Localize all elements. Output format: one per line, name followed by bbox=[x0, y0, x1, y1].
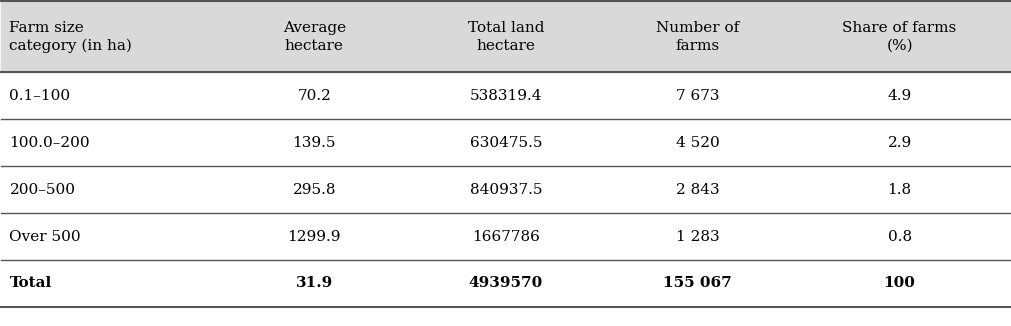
Text: Total land
hectare: Total land hectare bbox=[467, 21, 544, 52]
Text: Total: Total bbox=[9, 276, 52, 290]
Text: Average
hectare: Average hectare bbox=[282, 21, 346, 52]
Text: 4.9: 4.9 bbox=[887, 89, 911, 103]
Text: 295.8: 295.8 bbox=[292, 183, 336, 197]
Text: 1 283: 1 283 bbox=[675, 230, 719, 244]
Text: 1667786: 1667786 bbox=[471, 230, 540, 244]
Text: Number of
farms: Number of farms bbox=[655, 21, 739, 52]
Text: 538319.4: 538319.4 bbox=[469, 89, 542, 103]
Text: 4 520: 4 520 bbox=[675, 136, 719, 150]
Text: 840937.5: 840937.5 bbox=[469, 183, 542, 197]
Text: 4939570: 4939570 bbox=[468, 276, 543, 290]
Text: 0.1–100: 0.1–100 bbox=[9, 89, 71, 103]
Text: 1.8: 1.8 bbox=[887, 183, 911, 197]
Text: 2 843: 2 843 bbox=[675, 183, 719, 197]
Text: 70.2: 70.2 bbox=[297, 89, 331, 103]
Text: 200–500: 200–500 bbox=[9, 183, 76, 197]
Bar bbox=[1, 1, 1010, 72]
Text: 155 067: 155 067 bbox=[663, 276, 731, 290]
Text: 2.9: 2.9 bbox=[887, 136, 911, 150]
Text: 630475.5: 630475.5 bbox=[469, 136, 542, 150]
Text: Share of farms
(%): Share of farms (%) bbox=[841, 21, 955, 52]
Text: 100.0–200: 100.0–200 bbox=[9, 136, 90, 150]
Text: Farm size
category (in ha): Farm size category (in ha) bbox=[9, 21, 132, 53]
Text: Over 500: Over 500 bbox=[9, 230, 81, 244]
Text: 7 673: 7 673 bbox=[675, 89, 719, 103]
Text: 1299.9: 1299.9 bbox=[287, 230, 341, 244]
Text: 0.8: 0.8 bbox=[887, 230, 911, 244]
Text: 31.9: 31.9 bbox=[295, 276, 333, 290]
Text: 139.5: 139.5 bbox=[292, 136, 336, 150]
Text: 100: 100 bbox=[883, 276, 915, 290]
